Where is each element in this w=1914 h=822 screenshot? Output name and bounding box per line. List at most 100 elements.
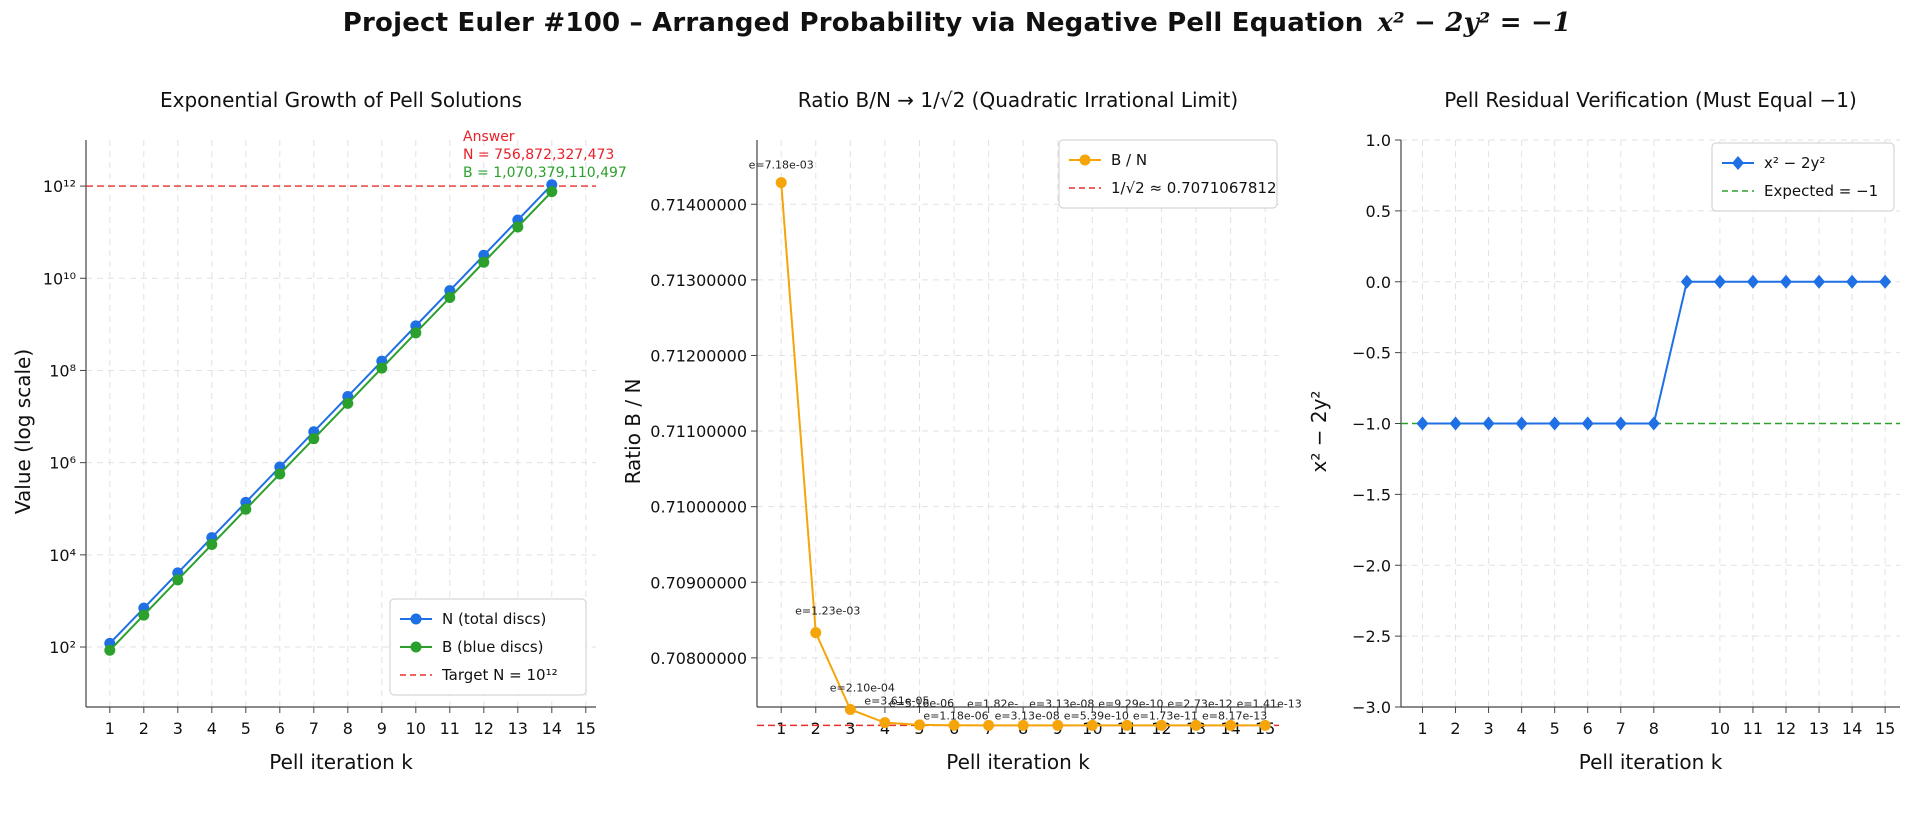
- point-label: e=2.73e-12: [1167, 697, 1232, 710]
- data-point: [444, 292, 456, 304]
- data-point: [913, 719, 925, 731]
- data-point: [1052, 719, 1064, 731]
- legend-box: [389, 598, 587, 696]
- y-tick-label: 10¹⁰: [43, 269, 76, 288]
- data-point: [1713, 274, 1726, 289]
- data-point: [1416, 416, 1429, 431]
- data-point: [1680, 274, 1693, 289]
- x-tick-label: 9: [377, 719, 387, 738]
- legend-box: [1711, 142, 1895, 212]
- data-point: [1813, 274, 1826, 289]
- data-point: [104, 644, 116, 656]
- data-point: [206, 539, 218, 551]
- point-label: e=2.10e-04: [830, 681, 895, 694]
- chart-panel-2: Ratio B/N → 1/√2 (Quadratic Irrational L…: [621, 88, 1302, 774]
- data-point: [172, 574, 184, 586]
- data-point: [478, 256, 490, 268]
- legend-swatch-marker: [410, 613, 422, 625]
- x-tick-label: 14: [542, 719, 562, 738]
- y-tick-label: 10¹²: [43, 177, 76, 196]
- legend-item: x² − 2y²: [1722, 154, 1825, 172]
- x-tick-label: 4: [1517, 719, 1527, 738]
- point-label: e=7.18e-03: [749, 159, 814, 172]
- point-label: e=3.13e-08: [995, 709, 1060, 722]
- point-label: e=5.39e-10: [1064, 709, 1129, 722]
- series-1: [104, 179, 558, 649]
- data-point: [308, 433, 320, 445]
- data-point: [810, 627, 822, 639]
- x-tick-label: 3: [845, 719, 855, 738]
- data-point: [1121, 719, 1133, 731]
- data-point: [1225, 719, 1237, 731]
- legend: N (total discs) B (blue discs) Target N = …: [389, 598, 587, 696]
- data-point: [1647, 416, 1660, 431]
- x-axis-label: Pell iteration k: [1579, 750, 1723, 774]
- point-label: e=1.23e-03: [795, 605, 860, 618]
- legend-label: Target N = 10¹²: [441, 666, 558, 684]
- data-point: [1259, 719, 1271, 731]
- point-label: e=1.82e-: [967, 697, 1018, 710]
- figure-title: Project Euler #100 – Arranged Probabilit…: [0, 8, 1914, 38]
- data-point: [1581, 416, 1594, 431]
- chart-title: Exponential Growth of Pell Solutions: [160, 88, 522, 112]
- x-tick-label: 12: [1776, 719, 1796, 738]
- x-tick-label: 3: [1483, 719, 1493, 738]
- data-point: [1779, 274, 1792, 289]
- series-1: [1416, 274, 1892, 431]
- data-point: [410, 327, 422, 339]
- y-tick-label: 10⁴: [49, 546, 76, 565]
- series-2: [104, 186, 558, 656]
- figure-title-equation: x² − 2y² = −1: [1377, 8, 1572, 38]
- data-point: [1482, 416, 1495, 431]
- point-label: e=1.73e-11: [1133, 709, 1198, 722]
- data-point: [1017, 719, 1029, 731]
- data-point: [879, 717, 891, 729]
- legend-item: N (total discs): [400, 610, 546, 628]
- x-tick-label: 13: [1809, 719, 1829, 738]
- y-tick-label: 0.71400000: [650, 195, 747, 214]
- data-point: [1086, 719, 1098, 731]
- data-point: [1515, 416, 1528, 431]
- y-tick-label: 0.70900000: [650, 573, 747, 592]
- point-label: e=8.17e-13: [1202, 709, 1267, 722]
- y-tick-label: 1.0: [1366, 131, 1391, 150]
- x-tick-label: 15: [1875, 719, 1895, 738]
- legend-item: B / N: [1069, 151, 1147, 169]
- y-tick-label: 0.5: [1366, 202, 1391, 221]
- x-axis-label: Pell iteration k: [269, 750, 413, 774]
- legend-item: B (blue discs): [400, 638, 544, 656]
- legend-label: B / N: [1111, 151, 1147, 169]
- y-axis-label: Ratio B / N: [621, 379, 645, 485]
- x-tick-label: 10: [1710, 719, 1730, 738]
- x-tick-label: 8: [343, 719, 353, 738]
- x-tick-label: 10: [406, 719, 426, 738]
- legend-label: Expected = −1: [1764, 182, 1878, 200]
- legend-swatch-marker: [410, 641, 422, 653]
- x-tick-label: 13: [508, 719, 528, 738]
- grid: [757, 140, 1279, 707]
- data-point: [775, 177, 787, 189]
- x-tick-label: 11: [1743, 719, 1763, 738]
- point-label: e=3.13e-08: [1029, 697, 1094, 710]
- x-tick-label: 1: [105, 719, 115, 738]
- data-point: [240, 503, 252, 515]
- data-point: [1879, 274, 1892, 289]
- legend-label: 1/√2 ≈ 0.7071067812: [1111, 179, 1277, 197]
- legend-box: [1058, 139, 1278, 209]
- data-point: [376, 362, 388, 374]
- y-tick-label: −3.0: [1352, 698, 1391, 717]
- y-tick-label: −1.0: [1352, 415, 1391, 434]
- legend-swatch-marker: [1079, 154, 1091, 166]
- data-point: [1190, 719, 1202, 731]
- legend-item: Expected = −1: [1722, 182, 1878, 200]
- x-axis-label: Pell iteration k: [946, 750, 1090, 774]
- chart-title: Ratio B/N → 1/√2 (Quadratic Irrational L…: [798, 88, 1238, 112]
- point-label: e=1.41e-13: [1237, 697, 1302, 710]
- series-line: [109, 190, 553, 651]
- data-point: [983, 719, 995, 731]
- legend-label: x² − 2y²: [1764, 154, 1825, 172]
- annotation-title: Answer: [463, 129, 515, 145]
- point-label: e=5.16e-06: [889, 697, 954, 710]
- y-tick-label: 10⁶: [49, 454, 76, 473]
